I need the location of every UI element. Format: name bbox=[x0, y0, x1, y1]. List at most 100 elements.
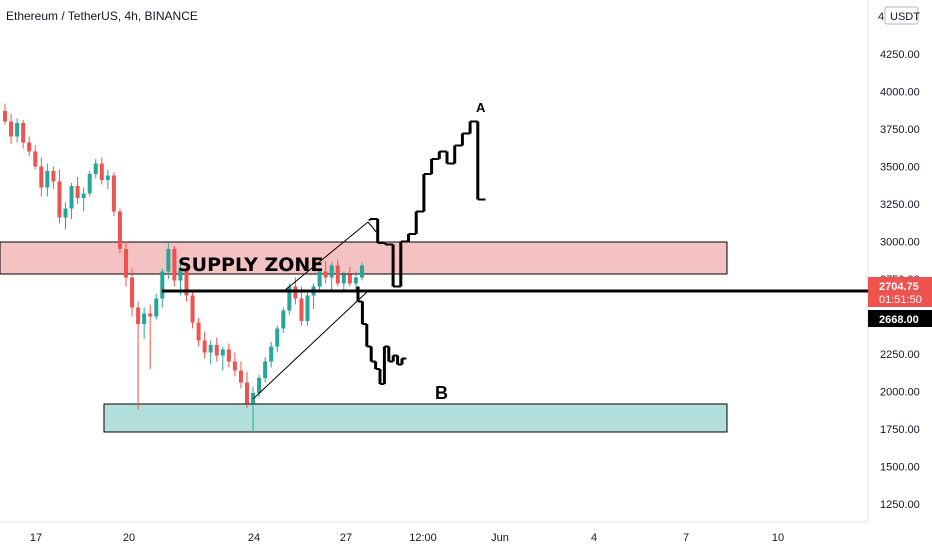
candle-body bbox=[9, 121, 14, 137]
candle-body bbox=[269, 346, 274, 362]
candle-body bbox=[341, 274, 346, 284]
chart-title: Ethereum / TetherUS, 4h, BINANCE bbox=[6, 9, 198, 23]
candle-countdown: 01:51:50 bbox=[879, 294, 922, 306]
price-tick-label: 3000.00 bbox=[880, 237, 920, 249]
currency-badge-box[interactable] bbox=[884, 6, 919, 25]
candle-body bbox=[353, 277, 358, 284]
candle-body bbox=[142, 313, 147, 324]
candle-body bbox=[45, 171, 50, 188]
candle-body bbox=[184, 268, 189, 296]
channel-line-lower bbox=[252, 290, 369, 400]
candle-body bbox=[226, 349, 231, 362]
candle-body bbox=[347, 274, 352, 284]
candle-body bbox=[178, 268, 183, 281]
candle-body bbox=[136, 307, 141, 324]
candle-body bbox=[69, 186, 74, 209]
candle-body bbox=[287, 286, 292, 311]
candle-body bbox=[232, 361, 237, 371]
candle-body bbox=[154, 298, 159, 317]
price-tick-label: 2250.00 bbox=[880, 349, 920, 361]
current-price-value: 2704.75 bbox=[879, 281, 919, 293]
candle-body bbox=[15, 123, 20, 137]
candle-body bbox=[335, 265, 340, 284]
candles-group bbox=[3, 103, 364, 432]
price-tick-label: 1750.00 bbox=[880, 424, 920, 436]
time-tick-label: 7 bbox=[683, 532, 689, 544]
candle-body bbox=[148, 313, 153, 317]
candle-body bbox=[57, 181, 62, 218]
candle-body bbox=[305, 295, 310, 321]
label-a: A bbox=[476, 100, 486, 115]
candle-body bbox=[111, 175, 116, 212]
currency-badge: USDT bbox=[890, 11, 920, 23]
candle-body bbox=[257, 378, 262, 393]
projection-path-a bbox=[368, 120, 486, 288]
candle-body bbox=[329, 265, 334, 278]
candle-body bbox=[196, 322, 201, 341]
time-axis[interactable]: 17 20 24 27 12:00 Jun 4 7 10 bbox=[30, 532, 784, 544]
candle-body bbox=[117, 211, 122, 249]
candle-body bbox=[51, 171, 56, 182]
candle-body bbox=[63, 208, 68, 218]
candle-body bbox=[160, 271, 165, 299]
candle-body bbox=[21, 123, 26, 143]
price-tick-label: 1250.00 bbox=[880, 499, 920, 511]
price-tick-label: 1500.00 bbox=[880, 462, 920, 474]
price-tick-label: 4000.00 bbox=[880, 87, 920, 99]
candle-body bbox=[281, 310, 286, 329]
time-tick-label: 27 bbox=[340, 532, 352, 544]
price-tick-label: 2000.00 bbox=[880, 387, 920, 399]
candle-body bbox=[166, 249, 171, 272]
candle-body bbox=[220, 349, 225, 356]
candle-body bbox=[359, 265, 364, 278]
level-price-badge bbox=[868, 310, 932, 327]
candle-body bbox=[93, 163, 98, 174]
candle-body bbox=[3, 111, 7, 122]
candle-body bbox=[214, 345, 219, 356]
candle-body bbox=[263, 361, 268, 378]
time-tick-label: 24 bbox=[248, 532, 260, 544]
demand-zone-box bbox=[103, 403, 728, 433]
current-price-badge bbox=[868, 277, 932, 307]
candle-body bbox=[87, 174, 92, 194]
projection-path-b bbox=[356, 286, 407, 385]
time-tick-label: Jun bbox=[491, 532, 509, 544]
price-tick-label: 3750.00 bbox=[880, 124, 920, 136]
candle-body bbox=[245, 382, 249, 404]
candle-body bbox=[75, 186, 80, 198]
candle-body bbox=[323, 271, 328, 278]
channel-line-right bbox=[367, 221, 379, 235]
candle-body bbox=[251, 393, 256, 404]
time-tick-label: 12:00 bbox=[409, 532, 437, 544]
label-b: B bbox=[435, 383, 448, 403]
channel-line-upper bbox=[283, 221, 369, 292]
candle-body bbox=[81, 193, 86, 198]
candle-body bbox=[299, 298, 304, 321]
candle-body bbox=[317, 271, 322, 287]
candle-body bbox=[124, 249, 128, 278]
time-tick-label: 17 bbox=[30, 532, 42, 544]
candle-body bbox=[27, 142, 32, 152]
candle-body bbox=[190, 295, 195, 323]
candle-body bbox=[172, 249, 177, 281]
candle-body bbox=[130, 277, 135, 308]
currency-prefix: 4 bbox=[878, 11, 884, 23]
candle-body bbox=[99, 163, 104, 180]
candle-body bbox=[202, 340, 207, 353]
candle-body bbox=[208, 345, 213, 353]
time-tick-label: 10 bbox=[772, 532, 784, 544]
level-price-value: 2668.00 bbox=[879, 314, 919, 326]
candle-body bbox=[33, 151, 38, 167]
price-tick-label: 3500.00 bbox=[880, 162, 920, 174]
candle-body bbox=[105, 175, 110, 180]
time-tick-label: 4 bbox=[591, 532, 597, 544]
candle-body bbox=[275, 328, 280, 347]
price-tick-label: 4250.00 bbox=[880, 49, 920, 61]
candle-body bbox=[39, 166, 44, 188]
time-tick-label: 20 bbox=[123, 532, 135, 544]
candle-body bbox=[238, 370, 243, 383]
price-tick-label: 3250.00 bbox=[880, 199, 920, 211]
supply-zone-label: SUPPLY ZONE bbox=[178, 254, 323, 276]
